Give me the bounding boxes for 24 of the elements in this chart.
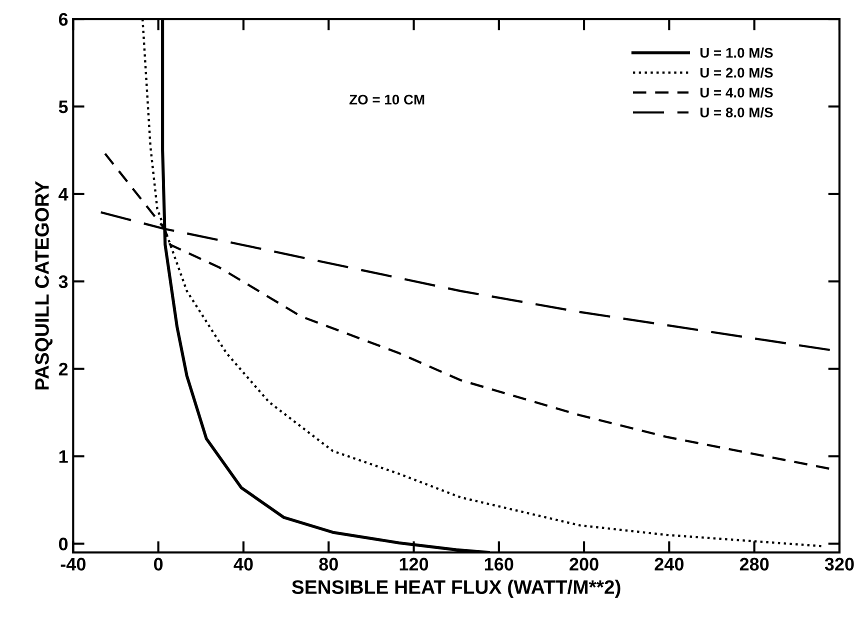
legend-label: U = 2.0 M/S: [700, 67, 773, 78]
x-tick-label: 40: [234, 558, 253, 571]
legend-label: U = 4.0 M/S: [700, 87, 773, 98]
y-tick-label: 6: [58, 12, 68, 26]
x-tick-label: 0: [154, 558, 163, 571]
x-tick-label: 280: [740, 558, 769, 571]
x-tick-label: -40: [60, 558, 86, 571]
y-tick-label: 4: [58, 188, 68, 200]
x-tick-label: 200: [570, 558, 598, 571]
x-tick-label: 240: [654, 558, 684, 571]
legend-label: U = 8.0 M/S: [700, 107, 773, 118]
y-tick-label: 0: [58, 538, 68, 550]
y-tick-label: 3: [58, 275, 68, 288]
y-axis-title: PASQUILL CATEGORY: [35, 181, 53, 390]
x-tick-label: 80: [319, 558, 338, 571]
y-tick-label: 1: [59, 450, 68, 463]
x-tick-label: 320: [824, 558, 854, 571]
legend-label: U = 1.0 M/S: [700, 48, 773, 58]
y-tick-label: 2: [58, 362, 68, 376]
x-tick-label: 160: [484, 558, 514, 571]
x-axis-title: SENSIBLE HEAT FLUX (WATT/M**2): [292, 580, 620, 598]
y-tick-label: 5: [58, 100, 68, 114]
x-tick-label: 120: [400, 558, 428, 571]
annotation: ZO = 10 CM: [349, 94, 424, 105]
